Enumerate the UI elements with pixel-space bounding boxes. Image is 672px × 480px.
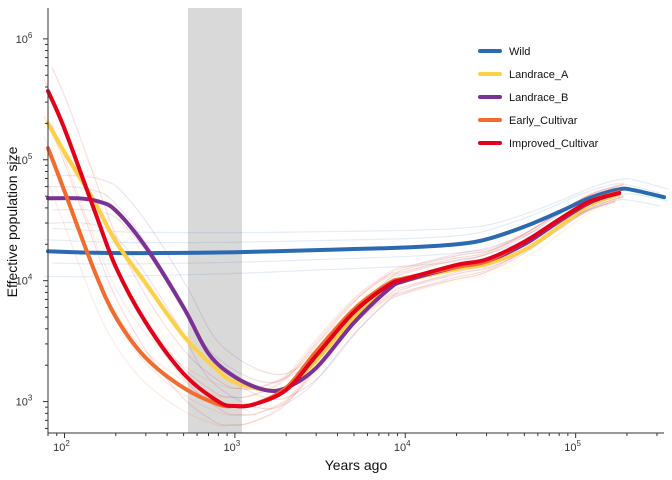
series-line-landrace-b <box>46 190 622 394</box>
series-line-wild <box>46 186 666 256</box>
x-tick-label: 103 <box>224 439 241 454</box>
legend-label: Improved_Cultivar <box>509 138 599 150</box>
legend-label: Landrace_B <box>509 92 568 104</box>
replicate-line <box>44 198 661 278</box>
x-tick-label: 102 <box>53 439 70 454</box>
y-tick-label: 103 <box>16 394 33 409</box>
x-tick-label: 104 <box>394 439 411 454</box>
replicate-line <box>44 182 661 244</box>
y-axis-title: Effective population size <box>4 146 20 297</box>
replicate-line <box>52 178 669 234</box>
legend-label: Landrace_A <box>509 69 569 81</box>
replicate-line <box>44 200 616 410</box>
legend-label: Early_Cultivar <box>509 115 578 127</box>
y-tick-label: 104 <box>16 273 33 288</box>
legend-label: Wild <box>509 46 530 58</box>
y-tick-label: 106 <box>16 31 33 46</box>
series-line-improved-cultivar <box>46 89 622 409</box>
x-tick-label: 105 <box>564 439 581 454</box>
replicate-line <box>51 124 624 390</box>
replicate-line <box>44 185 616 384</box>
y-tick-label: 105 <box>16 152 33 167</box>
x-axis-title: Years ago <box>325 457 388 473</box>
replicate-line <box>51 134 624 400</box>
